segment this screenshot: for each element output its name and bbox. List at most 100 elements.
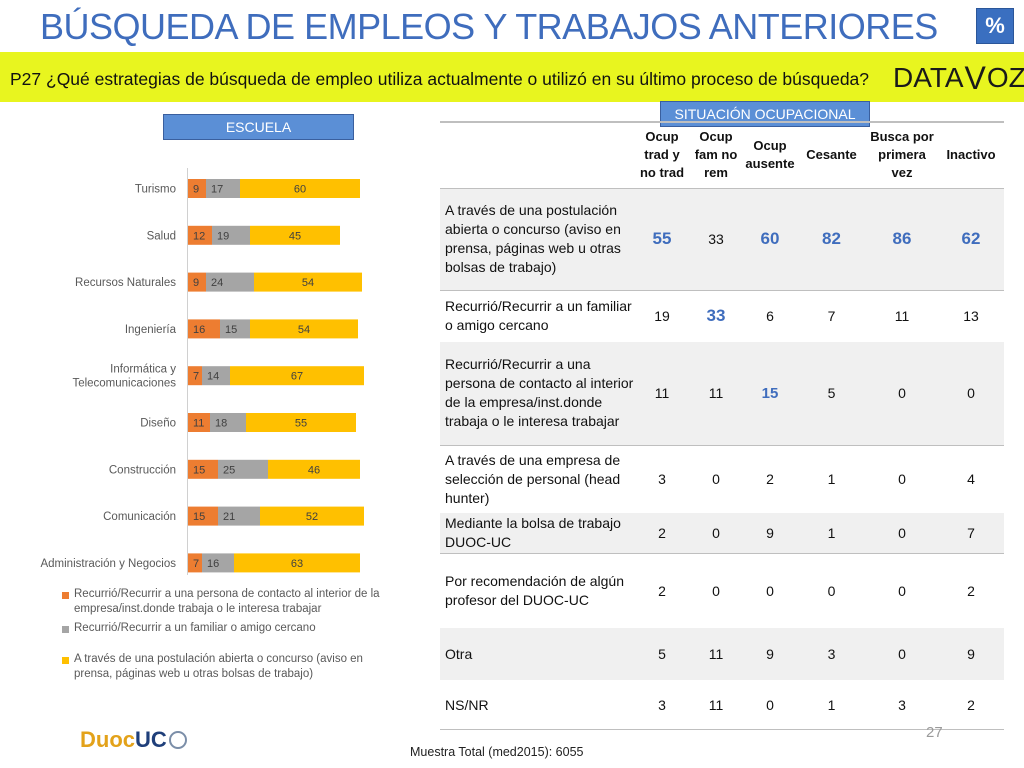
table-cell: 15 xyxy=(743,342,797,446)
category-label-salud: Salud xyxy=(147,230,176,242)
data-label-postulacion-ingenieria: 54 xyxy=(298,324,310,336)
table-cell: 19 xyxy=(654,308,670,325)
table-cell: 2 xyxy=(766,471,774,488)
row-label: Por recomendación de algún profesor del … xyxy=(445,572,625,608)
category-label-construccion: Construcción xyxy=(109,464,176,476)
table-cell: 3 xyxy=(658,697,666,713)
category-label-informatica-y-telecomunicaciones: Informática y Telecomunicaciones xyxy=(72,364,176,390)
table-cell: 0 xyxy=(766,582,774,599)
data-label-postulacion-administracion-y-negocios: 63 xyxy=(291,558,303,570)
data-label-contacto-comunicacion: 15 xyxy=(193,511,205,523)
data-label-contacto-construccion: 15 xyxy=(193,464,205,476)
bar-familiar-recursos-naturales xyxy=(206,272,254,292)
table-row: Recurrió/Recurrir a un familiar o amigo … xyxy=(440,290,1004,342)
bar-familiar-turismo xyxy=(206,179,240,198)
table-cell: 60 xyxy=(743,188,797,291)
bar-postulacion-recursos-naturales xyxy=(254,272,362,292)
bar-postulacion-ingenieria xyxy=(250,319,358,339)
bar-postulacion-administracion-y-negocios xyxy=(234,553,360,573)
data-label-postulacion-comunicacion: 52 xyxy=(306,511,318,523)
category-label-ingenieria: Ingeniería xyxy=(125,324,177,336)
table-cell: 7 xyxy=(827,308,836,325)
escuela-stacked-bar-chart: Turismo Salud Recursos Naturales Ingeniería… xyxy=(40,168,364,575)
bar-contacto-construccion xyxy=(188,459,218,479)
category-label-administracion-y-negocios: Administración y Negocios xyxy=(40,558,176,570)
data-label-contacto-administracion-y-negocios: 7 xyxy=(193,558,199,570)
legend-swatch-contacto xyxy=(62,592,69,599)
legend-item-postulacion: A través de una postulación abierta o co… xyxy=(62,652,392,682)
duoc-logo-text: Duoc xyxy=(80,727,135,752)
data-label-familiar-salud: 19 xyxy=(217,230,229,242)
table-cell: 11 xyxy=(689,342,743,446)
bar-familiar-comunicacion xyxy=(218,506,260,526)
bar-contacto-recursos-naturales xyxy=(188,272,206,292)
data-label-postulacion-diseno: 55 xyxy=(295,418,307,430)
data-label-postulacion-informatica-y-telecomunicaciones: 67 xyxy=(291,371,303,383)
table-cell: 33 xyxy=(706,306,726,326)
table-cell: 0 xyxy=(898,582,906,599)
row-label: NS/NR xyxy=(445,696,489,713)
bar-contacto-informatica-y-telecomunicaciones xyxy=(188,366,202,386)
bar-contacto-salud xyxy=(188,225,212,245)
table-cell: 9 xyxy=(743,628,797,680)
bar-postulacion-turismo xyxy=(240,179,360,198)
table-row: NS/NR 3 11 0 1 3 2 xyxy=(440,680,1004,730)
table-row: Mediante la bolsa de trabajo DUOC-UC 2 0… xyxy=(440,513,1004,554)
bar-familiar-diseno xyxy=(210,413,246,432)
table-cell: 0 xyxy=(898,471,906,488)
bar-familiar-informatica-y-telecomunicaciones xyxy=(202,366,230,386)
data-label-familiar-diseno: 18 xyxy=(215,418,227,430)
table-cell: 1 xyxy=(797,513,866,554)
row-label: Recurrió/Recurrir a una persona de conta… xyxy=(440,342,635,446)
data-label-postulacion-turismo: 60 xyxy=(294,184,306,196)
legend-swatch-postulacion xyxy=(62,657,69,664)
bar-contacto-ingenieria xyxy=(188,319,220,339)
bar-postulacion-comunicacion xyxy=(260,506,364,526)
bar-contacto-diseno xyxy=(188,413,210,432)
table-cell: 0 xyxy=(766,697,774,713)
table-cell: 0 xyxy=(712,582,720,599)
table-header-empty xyxy=(440,121,635,189)
table-cell: 55 xyxy=(635,188,689,291)
question-bar: P27 ¿Qué estrategias de búsqueda de empl… xyxy=(0,52,1024,102)
bar-postulacion-salud xyxy=(250,225,340,245)
chart-legend: Recurrió/Recurrir a una persona de conta… xyxy=(62,587,392,686)
percent-badge: % xyxy=(976,8,1014,44)
legend-label-contacto: Recurrió/Recurrir a una persona de conta… xyxy=(74,588,380,615)
legend-item-familiar: Recurrió/Recurrir a un familiar o amigo … xyxy=(62,621,392,636)
table-row: A través de una postulación abierta o co… xyxy=(440,188,1004,291)
table-cell: 86 xyxy=(866,188,938,291)
data-label-familiar-comunicacion: 21 xyxy=(223,511,235,523)
bar-postulacion-construccion xyxy=(268,459,360,479)
slide-title: BÚSQUEDA DE EMPLEOS Y TRABAJOS ANTERIORE… xyxy=(40,6,938,47)
table-cell: 0 xyxy=(827,582,836,599)
category-label-diseno: Diseño xyxy=(140,418,176,430)
table-cell: 33 xyxy=(689,188,743,291)
footer-divider xyxy=(440,729,1004,730)
data-label-contacto-salud: 12 xyxy=(193,230,205,242)
uc-logo-text: UC xyxy=(135,727,167,752)
table-cell: 0 xyxy=(689,513,743,554)
table-header-cesante: Cesante xyxy=(797,121,866,189)
bar-familiar-ingenieria xyxy=(220,319,250,339)
table-cell: 0 xyxy=(712,471,720,488)
table-cell: 0 xyxy=(866,628,938,680)
data-label-contacto-turismo: 9 xyxy=(193,184,199,196)
row-label: Recurrió/Recurrir a un familiar o amigo … xyxy=(445,298,632,334)
table-cell: 5 xyxy=(797,342,866,446)
row-label: Mediante la bolsa de trabajo DUOC-UC xyxy=(440,513,635,554)
table-cell: 7 xyxy=(938,513,1004,554)
bar-postulacion-diseno xyxy=(246,413,356,432)
bar-contacto-comunicacion xyxy=(188,506,218,526)
table-row: A través de una empresa de selección de … xyxy=(440,445,1004,513)
bar-contacto-turismo xyxy=(188,179,206,198)
table-header-ocup-ausente: Ocup ausente xyxy=(743,121,797,189)
row-label: A través de una postulación abierta o co… xyxy=(440,188,635,291)
table-header-inactivo: Inactivo xyxy=(938,121,1004,189)
table-cell: 11 xyxy=(635,342,689,446)
legend-item-contacto: Recurrió/Recurrir a una persona de conta… xyxy=(62,587,392,617)
data-label-contacto-diseno: 11 xyxy=(193,418,204,430)
data-label-familiar-informatica-y-telecomunicaciones: 14 xyxy=(207,371,219,383)
table-cell: 4 xyxy=(967,471,975,488)
data-label-familiar-turismo: 17 xyxy=(211,184,223,196)
